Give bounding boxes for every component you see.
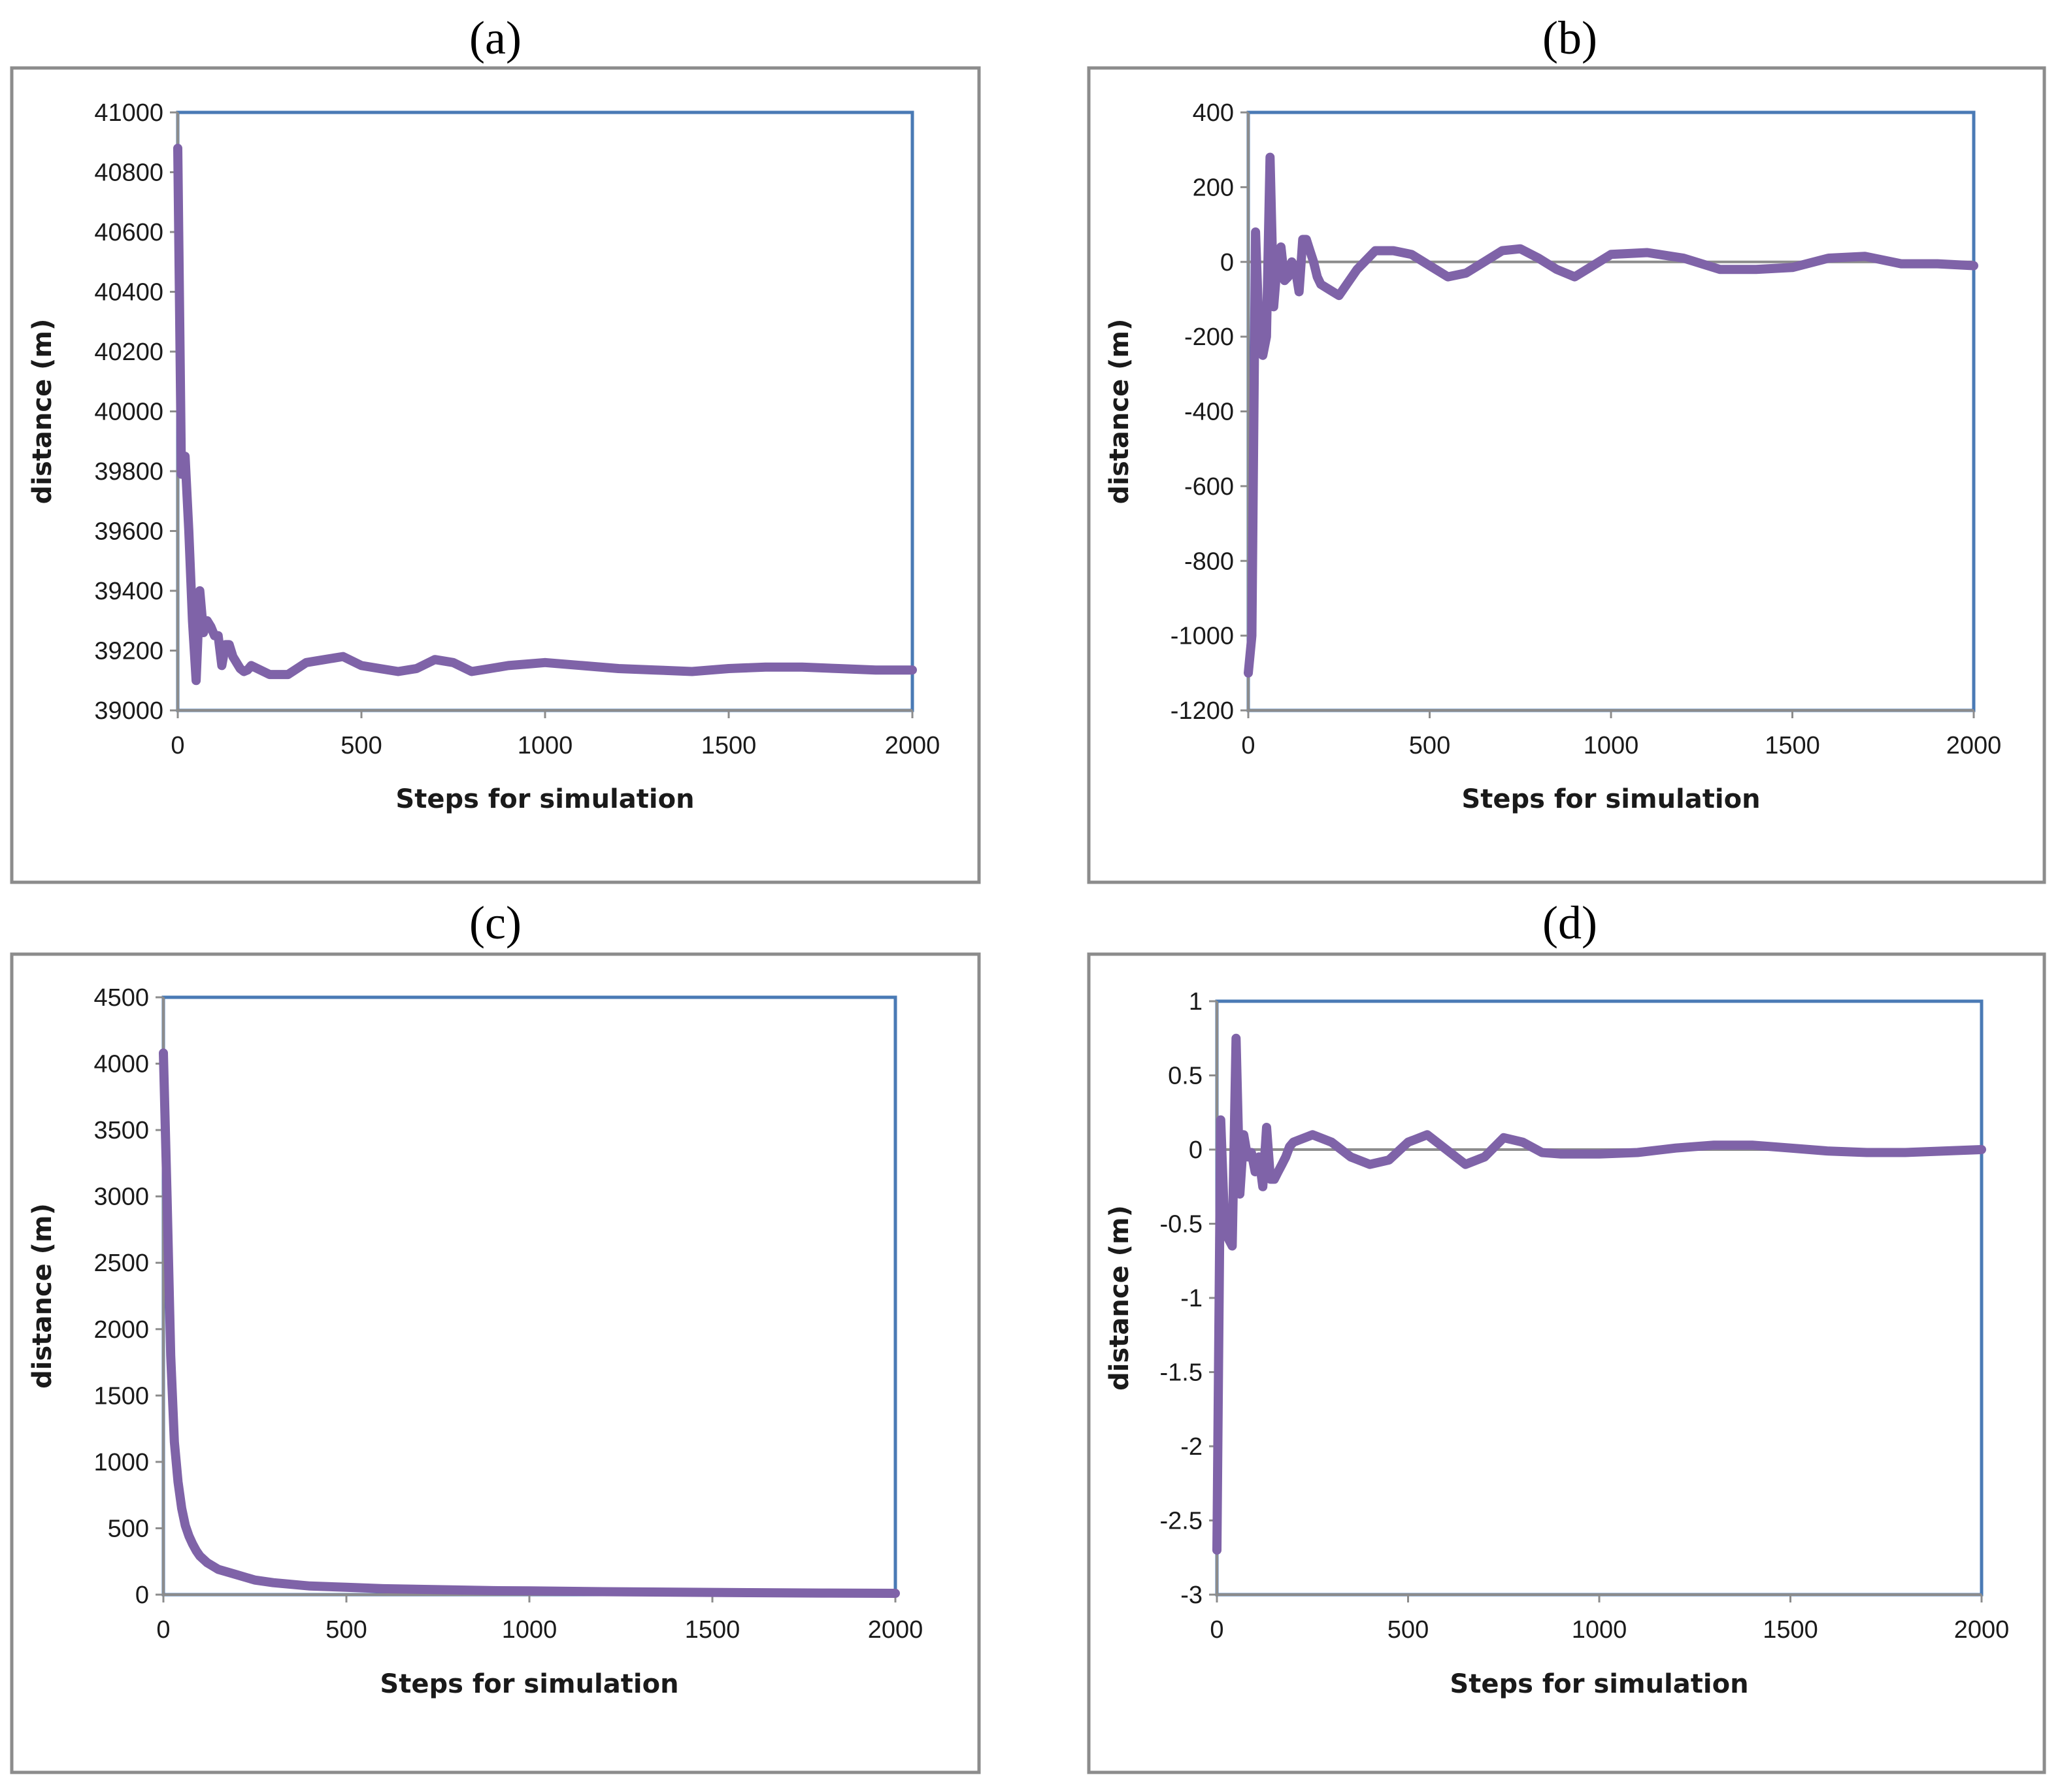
y-tick-label: -2 — [1180, 1433, 1203, 1461]
plot-area — [1215, 999, 1984, 1597]
y-tick-label: 4500 — [93, 984, 149, 1012]
panel-frame — [10, 952, 981, 1774]
x-tick-label: 1000 — [1584, 732, 1639, 759]
x-tick-label: 0 — [1241, 732, 1255, 759]
y-tick-label: -3 — [1180, 1582, 1203, 1609]
y-tick-label: 400 — [1193, 99, 1234, 127]
y-tick-label: -1.5 — [1160, 1359, 1203, 1387]
panel-b-y-axis-title: distance (m) — [1105, 319, 1135, 505]
panel-frame — [1087, 66, 2046, 884]
panel-c: 0 500 1000 1500 2000 2500 3000 3500 4000 4500 0 500… — [10, 897, 981, 1774]
panel-c-label: (c) — [469, 897, 522, 949]
y-tick-label: 0 — [1189, 1137, 1203, 1164]
y-tick-label: 4000 — [93, 1051, 149, 1078]
y-tick-label: 500 — [108, 1515, 149, 1542]
y-tick-label: 1 — [1189, 988, 1203, 1016]
y-tick-label: 40000 — [94, 399, 163, 426]
x-tick-label: 1500 — [1763, 1616, 1818, 1644]
x-tick-label: 0 — [156, 1616, 170, 1644]
y-tick-label: -1000 — [1171, 623, 1234, 650]
x-tick-label: 2000 — [1946, 732, 2002, 759]
panel-b-label: (b) — [1542, 12, 1597, 64]
panel-d: -3 -2.5 -2 -1.5 -1 -0.5 0 0.5 1 0 500 1000 1500 2000 (… — [1087, 897, 2046, 1774]
y-tick-label: 40200 — [94, 339, 163, 366]
panel-a: 39000 39200 39400 39600 39800 40000 40200 40400… — [10, 12, 981, 884]
x-tick-label: 1500 — [1765, 732, 1820, 759]
panel-frame — [10, 66, 981, 884]
y-tick-label: 0 — [1220, 249, 1234, 276]
y-tick-label: 39200 — [94, 638, 163, 665]
panel-d-label: (d) — [1542, 897, 1597, 949]
y-tick-label: -2.5 — [1160, 1508, 1203, 1535]
x-tick-label: 1500 — [701, 732, 757, 759]
x-tick-label: 1000 — [518, 732, 573, 759]
series-line — [1244, 152, 1978, 678]
x-tick-label: 2000 — [1954, 1616, 2010, 1644]
x-tick-label: 500 — [341, 732, 382, 759]
y-tick-label: -600 — [1184, 473, 1234, 501]
y-tick-label: 200 — [1193, 174, 1234, 201]
plot-area — [161, 995, 897, 1597]
panel-a-x-axis-title: Steps for simulation — [395, 784, 694, 814]
panel-b: -1200 -1000 -800 -600 -400 -200 0 200 400 0 500 100… — [1087, 12, 2046, 884]
y-tick-label: -800 — [1184, 548, 1234, 575]
y-tick-label: 40600 — [94, 219, 163, 246]
plot-area — [1246, 110, 1976, 712]
x-tick-label: 2000 — [885, 732, 940, 759]
panel-b-x-axis-title: Steps for simulation — [1461, 784, 1760, 814]
y-tick-label: 1000 — [93, 1449, 149, 1476]
panel-c-y-axis-title: distance (m) — [27, 1203, 58, 1389]
y-tick-label: 2000 — [93, 1316, 149, 1344]
panel-a-y-axis-title: distance (m) — [27, 319, 58, 505]
y-tick-label: 0.5 — [1168, 1063, 1203, 1090]
x-tick-label: 1000 — [1572, 1616, 1627, 1644]
series-line — [173, 143, 917, 686]
y-tick-label: 0 — [135, 1582, 149, 1609]
series-line — [159, 1048, 900, 1598]
y-tick-label: 1500 — [93, 1382, 149, 1410]
y-tick-label: 41000 — [94, 99, 163, 127]
y-tick-label: 39000 — [94, 697, 163, 725]
y-tick-label: 39600 — [94, 518, 163, 546]
x-tick-label: 1000 — [502, 1616, 557, 1644]
y-tick-label: 2500 — [93, 1250, 149, 1277]
x-tick-label: 2000 — [868, 1616, 923, 1644]
y-tick-label: 39400 — [94, 578, 163, 605]
y-tick-label: 39800 — [94, 458, 163, 486]
x-tick-label: 500 — [1387, 1616, 1429, 1644]
y-tick-label: -1200 — [1171, 697, 1234, 725]
y-tick-label: 40400 — [94, 279, 163, 307]
y-tick-label: -0.5 — [1160, 1211, 1203, 1238]
panel-c-x-axis-title: Steps for simulation — [380, 1669, 678, 1699]
x-tick-label: 0 — [171, 732, 184, 759]
x-tick-label: 500 — [325, 1616, 367, 1644]
y-tick-label: -200 — [1184, 324, 1234, 351]
y-tick-label: -400 — [1184, 399, 1234, 426]
panel-d-y-axis-title: distance (m) — [1105, 1205, 1135, 1391]
series-line — [1212, 1033, 1986, 1555]
panel-a-label: (a) — [469, 12, 522, 64]
y-tick-label: -1 — [1180, 1285, 1203, 1312]
y-tick-label: 3000 — [93, 1184, 149, 1211]
y-tick-label: 40800 — [94, 159, 163, 187]
x-tick-label: 1500 — [685, 1616, 740, 1644]
x-tick-label: 500 — [1409, 732, 1450, 759]
plot-area — [176, 110, 914, 712]
panel-d-x-axis-title: Steps for simulation — [1450, 1669, 1748, 1699]
panel-frame — [1087, 952, 2046, 1774]
x-tick-label: 0 — [1210, 1616, 1223, 1644]
y-tick-label: 3500 — [93, 1117, 149, 1144]
